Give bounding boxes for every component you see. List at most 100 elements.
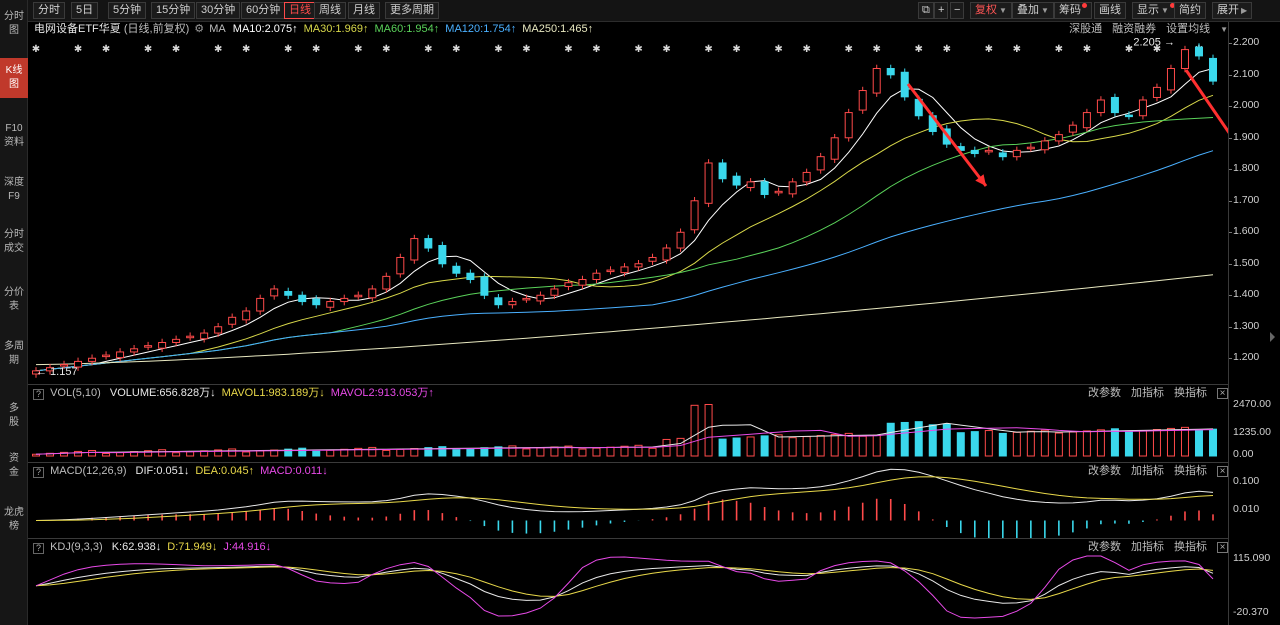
axis-tick xyxy=(1229,263,1232,265)
event-marker: ✱ xyxy=(634,44,642,55)
volume-bar xyxy=(634,444,643,457)
macd_panel-link-2[interactable]: 换指标 xyxy=(1174,465,1207,477)
price-panel-links: 深股通 融资融券 设置均线 ▼ xyxy=(1059,22,1228,37)
axis-label: 1235.00 xyxy=(1233,426,1271,438)
macd_panel-link-0[interactable]: 改参数 xyxy=(1088,465,1121,477)
left-tab-6[interactable]: 多周期 xyxy=(0,334,28,374)
vol_panel-link-2[interactable]: 换指标 xyxy=(1174,387,1207,399)
period-button-2[interactable]: 5分钟 xyxy=(108,2,147,19)
close-icon[interactable]: × xyxy=(1217,542,1228,553)
axis-label: 1.200 xyxy=(1233,351,1260,364)
kdj_panel-link-0[interactable]: 改参数 xyxy=(1088,541,1121,553)
kdj_panel-link-1[interactable]: 加指标 xyxy=(1131,541,1164,553)
candle-body xyxy=(214,326,223,334)
period-button-3[interactable]: 15分钟 xyxy=(151,2,196,19)
vol_panel-link-1[interactable]: 加指标 xyxy=(1131,387,1164,399)
price-link-1[interactable]: 融资融券 xyxy=(1112,23,1157,35)
axis-tick xyxy=(1229,295,1232,297)
event-marker: ✱ xyxy=(915,44,923,55)
toolbar-button-3[interactable]: 画线 xyxy=(1094,2,1126,19)
macd_panel-link-1[interactable]: 加指标 xyxy=(1131,465,1164,477)
minus-icon[interactable]: − xyxy=(950,2,965,19)
candle-body xyxy=(1110,96,1119,114)
period-button-6[interactable]: 日线 xyxy=(284,2,316,19)
volume-bar xyxy=(256,450,265,457)
toolbar-button-4[interactable]: 显示 ▼ xyxy=(1132,2,1180,19)
chevron-down-icon: ▼ xyxy=(1220,25,1228,34)
macd_panel-item-0: DIF:0.051↓ xyxy=(135,465,190,477)
candle xyxy=(900,68,909,101)
ma250-line xyxy=(35,274,1214,366)
kdj_panel-link-2[interactable]: 换指标 xyxy=(1174,541,1207,553)
toolbar-button-0[interactable]: 复权 ▼ xyxy=(970,2,1012,19)
left-tab-line2: 表 xyxy=(9,301,19,312)
kdj-chart[interactable] xyxy=(28,540,1228,625)
period-button-1[interactable]: 5日 xyxy=(71,2,99,19)
volume-bar xyxy=(1040,429,1049,457)
left-tab-8[interactable]: 资金 xyxy=(0,446,28,486)
candle-body xyxy=(970,149,979,155)
candle-body xyxy=(508,301,517,306)
volume-chart[interactable] xyxy=(28,386,1228,462)
help-icon[interactable]: ? xyxy=(33,543,44,554)
help-icon[interactable]: ? xyxy=(33,467,44,478)
event-marker: ✱ xyxy=(802,44,810,55)
help-icon[interactable]: ? xyxy=(33,389,44,400)
left-tab-3[interactable]: 深度 F9 xyxy=(0,170,28,210)
candlestick-chart[interactable]: ✱✱✱✱✱✱✱✱✱✱✱✱✱✱✱✱✱✱✱✱✱✱✱✱✱✱✱✱✱✱✱✱✱✱2.205 … xyxy=(28,22,1228,384)
axis-tick xyxy=(1229,169,1232,171)
period-button-8[interactable]: 月线 xyxy=(348,2,380,19)
plus-icon[interactable]: + xyxy=(934,2,949,19)
volume-bar xyxy=(284,448,293,457)
expand-right-icon[interactable] xyxy=(1270,332,1275,342)
toolbar-button-5[interactable]: 简约 xyxy=(1174,2,1206,19)
left-tab-line1: 分时 xyxy=(4,11,24,22)
macd-chart[interactable] xyxy=(28,464,1228,538)
close-icon[interactable]: × xyxy=(1217,466,1228,477)
period-button-4[interactable]: 30分钟 xyxy=(196,2,241,19)
left-tab-1[interactable]: K线图 xyxy=(0,58,28,98)
vol_panel-link-0[interactable]: 改参数 xyxy=(1088,387,1121,399)
toolbar-button-1[interactable]: 叠加 ▼ xyxy=(1012,2,1054,19)
volume-bar xyxy=(606,446,615,457)
volume-bar xyxy=(760,435,769,457)
period-button-5[interactable]: 60分钟 xyxy=(241,2,286,19)
candle-body xyxy=(788,181,797,195)
candle-body xyxy=(494,297,503,306)
volume-bar xyxy=(872,434,881,457)
axis-tick xyxy=(1229,137,1232,139)
price-link-0[interactable]: 深股通 xyxy=(1069,23,1103,35)
volume-panel: ? VOL(5,10) VOLUME:656.828万↓ MAVOL1:983.1… xyxy=(28,386,1228,462)
candle-body xyxy=(858,90,867,111)
axis-label: 0.100 xyxy=(1233,475,1260,487)
candle xyxy=(354,291,363,300)
volume-bar xyxy=(186,451,195,457)
axis-label: 0.00 xyxy=(1233,448,1254,460)
candle-body xyxy=(984,149,993,153)
macd-values: DIF:0.051↓ DEA:0.045↑ MACD:0.011↓ xyxy=(130,465,328,477)
left-tab-2[interactable]: F10 资料 xyxy=(0,116,28,156)
period-button-9[interactable]: 更多周期 xyxy=(385,2,439,19)
toolbar-button-2[interactable]: 筹码 xyxy=(1054,2,1092,19)
copy-icon[interactable]: ⧉ xyxy=(918,2,934,19)
toolbar-button-6[interactable]: 展开 ▶ xyxy=(1212,2,1253,19)
toolbar-button-label: 复权 xyxy=(975,4,997,16)
candle-body xyxy=(186,335,195,339)
left-tab-7[interactable]: 多股 xyxy=(0,396,28,436)
settings-gear-icon[interactable]: ⚙ xyxy=(194,23,205,35)
period-button-7[interactable]: 周线 xyxy=(314,2,346,19)
volume-bar xyxy=(746,436,755,457)
left-tab-5[interactable]: 分价表 xyxy=(0,280,28,320)
volume-bar xyxy=(1138,430,1147,457)
left-tab-4[interactable]: 分时 成交 xyxy=(0,222,28,262)
close-icon[interactable]: × xyxy=(1217,388,1228,399)
left-tab-9[interactable]: 龙虎榜 xyxy=(0,500,28,540)
candle-body xyxy=(760,181,769,195)
candle-body xyxy=(326,301,335,308)
volume-bar xyxy=(1152,429,1161,457)
event-marker: ✱ xyxy=(102,44,110,55)
price-link-2[interactable]: 设置均线 xyxy=(1166,23,1211,35)
period-button-0[interactable]: 分时 xyxy=(33,2,65,19)
candle-body xyxy=(144,345,153,348)
left-tab-0[interactable]: 分时图 xyxy=(0,4,28,44)
